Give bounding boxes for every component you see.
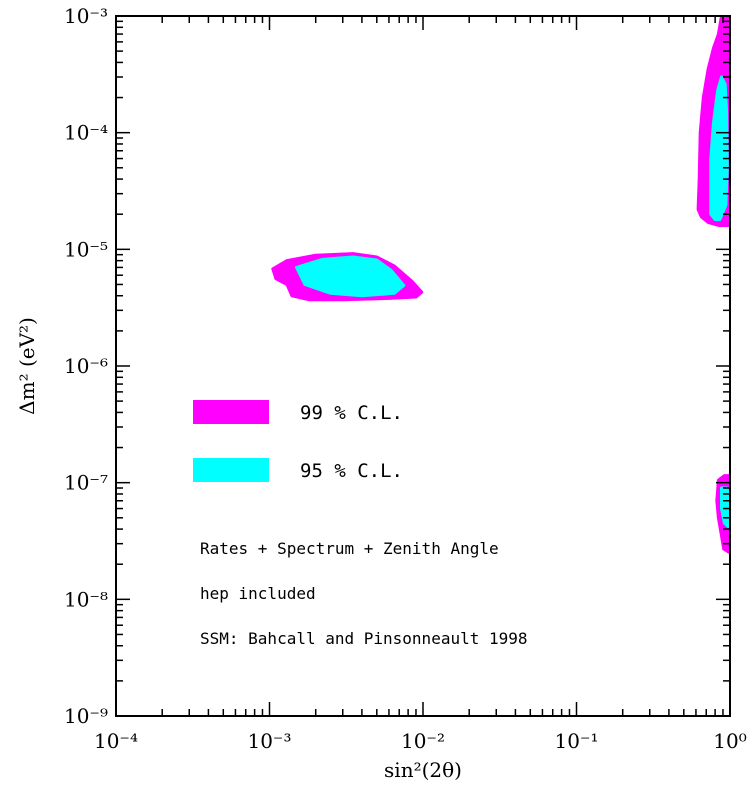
x-tick-label: 10⁻³ [247, 729, 291, 753]
axis-ticks [115, 15, 731, 717]
y-tick-label: 10⁻⁹ [64, 704, 108, 728]
y-tick-label: 10⁻⁴ [64, 121, 108, 145]
region-smw-95 [295, 255, 406, 298]
legend: 99 % C.L. 95 % C.L. [193, 400, 403, 482]
y-tick-label: 10⁻⁷ [64, 471, 108, 495]
annotation-text: SSM: Bahcall and Pinsonneault 1998 [200, 629, 528, 648]
legend-swatch [193, 458, 269, 482]
x-tick-label: 10⁰ [713, 729, 746, 753]
x-tick-label: 10⁻¹ [554, 729, 598, 753]
tick-labels: 10⁻⁴ 10⁻³ 10⁻² 10⁻¹ 10⁰ 10⁻⁹ 10⁻⁸ 10⁻⁷ 10⁻⁶ 10⁻⁵ 1… [64, 4, 747, 753]
x-axis-label: sin²(2θ) [384, 758, 462, 782]
x-tick-label: 10⁻⁴ [94, 729, 138, 753]
y-tick-label: 10⁻⁵ [64, 237, 108, 261]
legend-label: 99 % C.L. [300, 402, 403, 424]
y-tick-label: 10⁻³ [64, 4, 108, 28]
annotation-text: hep included [200, 584, 316, 603]
y-tick-label: 10⁻⁸ [64, 587, 108, 611]
legend-label: 95 % C.L. [300, 460, 403, 482]
y-tick-label: 10⁻⁶ [64, 354, 108, 378]
annotation-text: Rates + Spectrum + Zenith Angle [200, 539, 499, 558]
plot-frame [115, 15, 731, 717]
confidence-regions [271, 16, 730, 555]
y-axis-label: Δm² (eV²) [15, 317, 39, 415]
legend-swatch [193, 400, 269, 424]
annotations: Rates + Spectrum + Zenith Angle hep inclu… [200, 539, 528, 648]
x-tick-label: 10⁻² [401, 729, 445, 753]
